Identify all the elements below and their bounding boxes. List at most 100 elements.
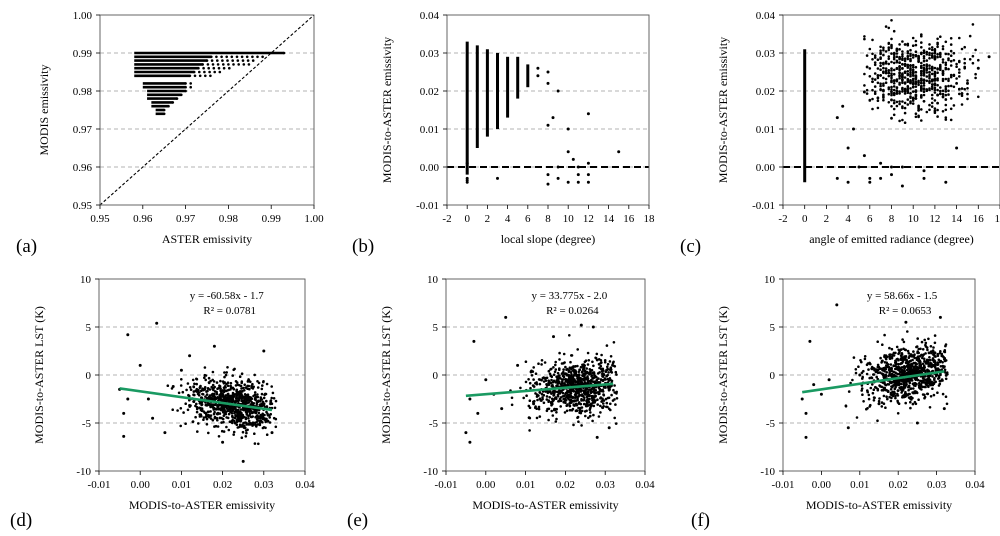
x-tick-label: 0.00 [131,479,151,491]
data-point [941,361,944,364]
data-point [914,115,918,119]
data-point [955,62,958,66]
data-point [897,378,901,382]
data-point [909,100,912,103]
data-point [189,82,192,85]
data-point [177,391,181,395]
data-point [527,378,530,381]
data-point [212,386,216,390]
data-point [223,371,226,374]
data-point [947,84,950,88]
data-point [567,369,571,372]
data-point [468,440,472,444]
data-point [602,402,605,405]
data-point [243,426,247,430]
data-point [272,416,276,420]
data-point [861,375,864,379]
x-tick-label: 0.99 [262,213,282,225]
data-point [958,92,961,96]
data-point [223,375,226,379]
data-point [882,46,885,49]
data-point [591,360,594,364]
data-point [892,107,896,111]
data-point [905,383,908,386]
data-point [215,392,219,396]
data-point [920,72,923,75]
data-point [224,410,228,414]
data-point [901,358,905,361]
data-point [925,64,929,68]
data-point [902,378,905,382]
data-point [569,392,573,395]
data-point [901,73,904,76]
data-point [911,90,915,93]
data-point [171,101,175,104]
data-point [250,400,253,404]
data-point [894,385,897,389]
data-point [554,390,557,393]
data-point [927,351,931,355]
data-point [881,373,885,376]
data-point [245,393,249,397]
data-point [939,89,942,93]
data-point [901,58,904,61]
data-point [239,408,243,411]
data-point [936,55,939,59]
data-point [958,68,961,71]
data-point [861,393,864,397]
data-point [605,344,609,347]
data-point [231,418,234,422]
data-point [229,394,233,398]
data-point [182,411,185,414]
data-point [913,356,916,360]
data-point [846,426,850,430]
data-point [909,79,912,82]
data-point [947,52,950,56]
data-point [256,380,259,383]
data-point [936,83,939,87]
data-point [887,41,891,45]
data-point [941,95,945,98]
data-point [576,382,580,385]
data-point [238,423,242,427]
data-point [554,360,557,364]
data-point [892,79,896,82]
data-point [886,397,889,401]
data-point [244,416,248,419]
x-tick-label: 8 [545,213,551,225]
data-point [550,378,553,382]
data-point [943,368,947,372]
data-point [871,58,874,61]
data-point [882,53,885,57]
data-point [216,63,220,66]
data-point [214,403,217,407]
data-point [938,315,942,319]
data-point [226,59,229,62]
data-point [561,391,565,395]
data-point [610,393,613,397]
y-tick-label: 0.00 [420,162,440,174]
data-point [176,409,179,412]
data-point [179,407,183,410]
data-point [565,404,568,408]
data-point [271,391,275,395]
data-point [597,387,601,390]
data-point [516,363,520,367]
data-point [909,59,912,63]
data-point [871,77,874,81]
data-point [906,42,910,46]
data-point [550,409,553,413]
data-point [597,377,600,380]
data-point [928,73,931,77]
data-point [538,382,542,386]
data-point [952,104,956,107]
data-point [122,411,126,415]
data-point [890,355,894,359]
data-point [560,383,563,386]
data-point [224,373,228,377]
data-point [800,397,804,401]
data-point [865,372,869,376]
data-point [195,410,199,414]
data-point [243,424,246,428]
data-point [878,367,882,371]
